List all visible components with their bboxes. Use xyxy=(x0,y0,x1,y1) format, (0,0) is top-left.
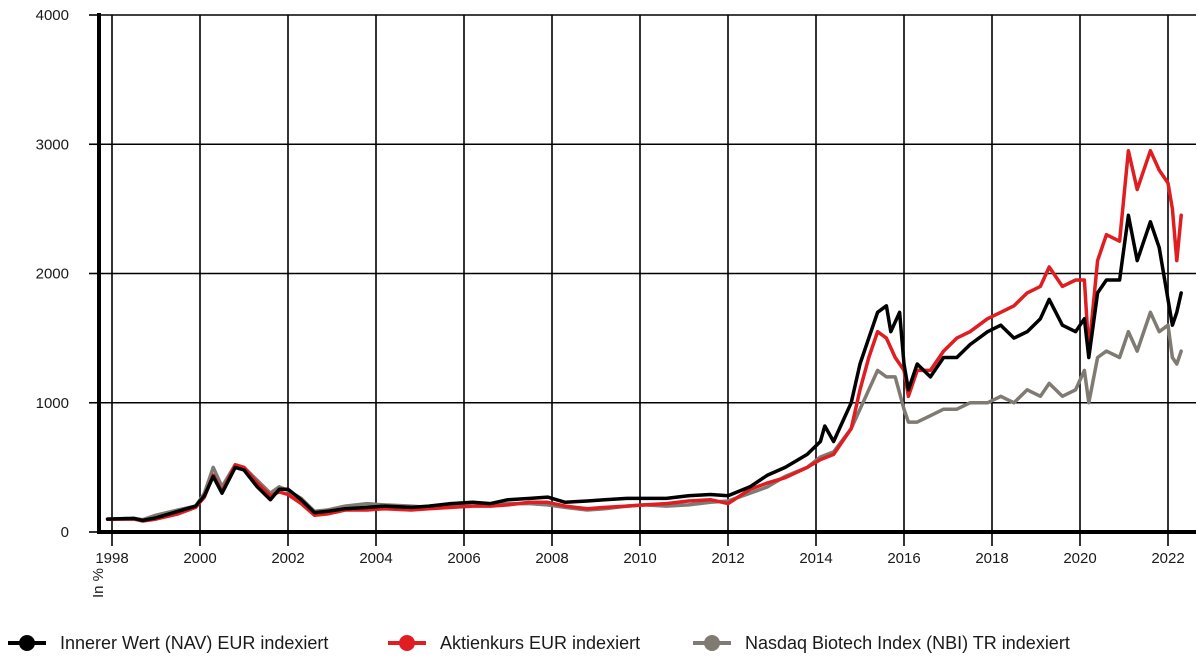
x-tick-label: 2002 xyxy=(271,550,304,567)
y-tick-label: 3000 xyxy=(36,136,69,153)
legend-label: Aktienkurs EUR indexiert xyxy=(440,633,640,653)
y-tick-label: 4000 xyxy=(36,7,69,24)
legend: Innerer Wert (NAV) EUR indexiert Aktienku… xyxy=(8,633,1070,653)
axes: 0 1000 2000 3000 4000 1998 2000 2002 2004 2006 200… xyxy=(36,7,1196,598)
x-tick-label: 2022 xyxy=(1151,550,1184,567)
x-tick-label: 2016 xyxy=(887,550,920,567)
x-tick-label: 2018 xyxy=(975,550,1008,567)
x-tick-label: 1998 xyxy=(95,550,128,567)
x-tick-label: 2006 xyxy=(447,550,480,567)
y-tick-label: 2000 xyxy=(36,266,69,283)
x-tick-label: 2010 xyxy=(623,550,656,567)
legend-swatch-marker xyxy=(19,635,35,651)
legend-swatch-marker xyxy=(704,635,720,651)
x-tick-label: 2020 xyxy=(1063,550,1096,567)
y-axis-label: In % xyxy=(90,568,107,598)
y-tick-label: 1000 xyxy=(36,395,69,412)
legend-item: Innerer Wert (NAV) EUR indexiert xyxy=(8,633,328,653)
x-tick-label: 2008 xyxy=(535,550,568,567)
series-line-0 xyxy=(105,213,1183,523)
y-tick-label: 0 xyxy=(61,524,69,541)
gridlines xyxy=(99,14,1196,546)
x-tick-label: 2012 xyxy=(711,550,744,567)
series-lines xyxy=(105,148,1183,523)
legend-item: Aktienkurs EUR indexiert xyxy=(388,633,640,653)
x-tick-label: 2014 xyxy=(799,550,832,567)
legend-item: Nasdaq Biotech Index (NBI) TR indexiert xyxy=(693,633,1070,653)
x-tick-label: 2000 xyxy=(183,550,216,567)
series-line-2 xyxy=(105,310,1183,522)
legend-swatch-marker xyxy=(399,635,415,651)
legend-label: Nasdaq Biotech Index (NBI) TR indexiert xyxy=(745,633,1070,653)
legend-label: Innerer Wert (NAV) EUR indexiert xyxy=(60,633,328,653)
x-tick-label: 2004 xyxy=(359,550,392,567)
